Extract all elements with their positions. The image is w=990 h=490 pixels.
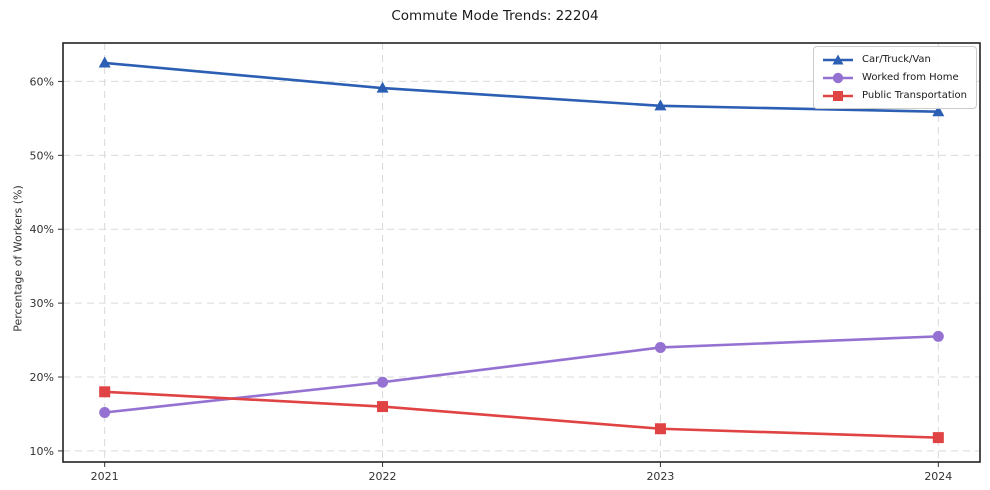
data-point-circle bbox=[377, 376, 389, 388]
data-point-triangle bbox=[376, 81, 389, 93]
legend-item-public-transportation: Public Transportation bbox=[821, 88, 967, 103]
x-tick-label: 2021 bbox=[91, 470, 119, 483]
x-tick-label: 2024 bbox=[924, 470, 952, 483]
x-tick-label: 2023 bbox=[646, 470, 674, 483]
legend-item-worked-from-home: Worked from Home bbox=[821, 70, 967, 85]
legend-label-public-transportation: Public Transportation bbox=[862, 90, 967, 101]
legend-label-car-truck-van: Car/Truck/Van bbox=[862, 54, 931, 65]
data-point-circle bbox=[932, 330, 944, 342]
y-tick-label: 60% bbox=[30, 75, 54, 88]
data-point-triangle bbox=[654, 99, 667, 111]
y-tick-label: 50% bbox=[30, 149, 54, 162]
data-point-square bbox=[99, 386, 111, 398]
y-tick-label: 10% bbox=[30, 445, 54, 458]
series-line-triangle bbox=[103, 61, 940, 114]
circle-marker-icon bbox=[823, 72, 854, 83]
y-tick-label: 20% bbox=[30, 371, 54, 384]
chart-title: Commute Mode Trends: 22204 bbox=[391, 8, 599, 24]
legend-label-worked-from-home: Worked from Home bbox=[862, 72, 959, 83]
x-tick-label: 2022 bbox=[369, 470, 397, 483]
data-point-triangle bbox=[932, 105, 945, 117]
data-point-circle bbox=[99, 406, 111, 418]
series-line-circle bbox=[103, 335, 940, 414]
data-point-square bbox=[377, 401, 389, 413]
legend: Car/Truck/Van Worked from Home Public Tr… bbox=[813, 46, 977, 109]
data-point-circle bbox=[654, 341, 666, 353]
data-point-triangle bbox=[98, 56, 111, 68]
y-tick-label: 40% bbox=[30, 223, 54, 236]
y-tick-label: 30% bbox=[30, 297, 54, 310]
square-marker-icon bbox=[823, 90, 854, 101]
series-line-square bbox=[103, 390, 940, 439]
plot-frame bbox=[62, 42, 981, 463]
data-point-square bbox=[932, 432, 944, 444]
data-point-square bbox=[654, 423, 666, 435]
triangle-marker-icon bbox=[823, 54, 854, 64]
legend-item-car-truck-van: Car/Truck/Van bbox=[821, 52, 967, 67]
